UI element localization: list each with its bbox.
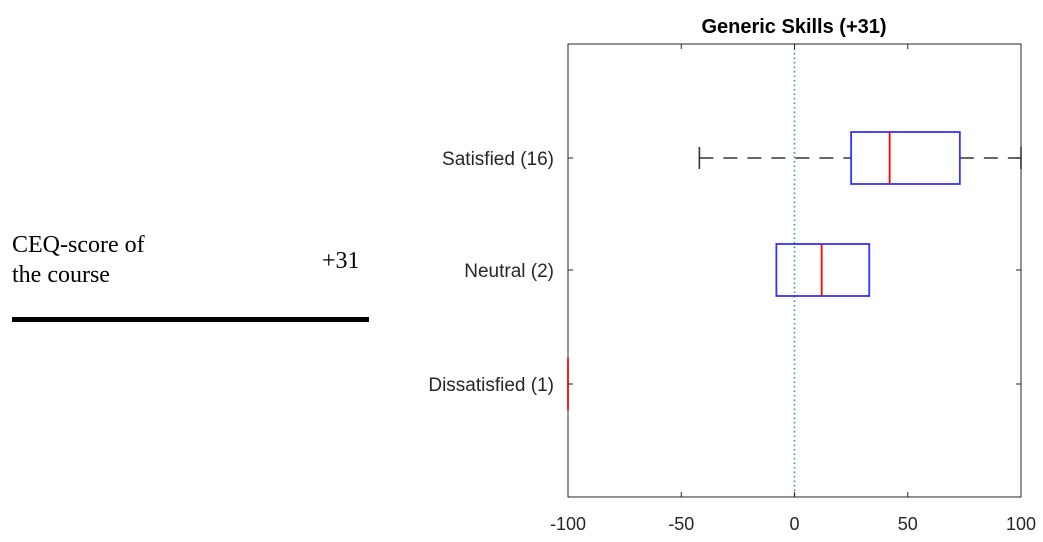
category-label: Dissatisfied (1) [428,375,554,396]
category-label: Satisfied (16) [442,149,554,170]
x-tick-label: 50 [898,514,918,534]
chart-title: Generic Skills (+31) [701,16,886,38]
plot-area: -100 -50 0 50 100 Satisfied (16) Neutral (2) Di… [428,44,1036,534]
box-iqr [776,244,869,296]
x-tick-label: 0 [789,514,799,534]
box-iqr [851,132,960,184]
x-tick-label: 100 [1006,514,1036,534]
category-label: Neutral (2) [464,261,554,282]
x-tick-label: -100 [550,514,586,534]
x-tick-label: -50 [668,514,694,534]
